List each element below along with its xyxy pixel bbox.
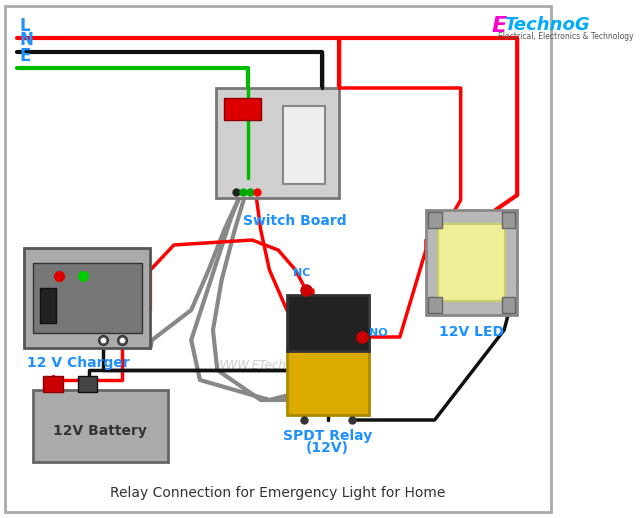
Bar <box>502 212 515 228</box>
Bar <box>33 263 141 333</box>
Text: N: N <box>19 31 33 49</box>
Bar <box>284 106 325 184</box>
Bar <box>78 376 97 392</box>
Text: 12 V Charger: 12 V Charger <box>27 356 130 370</box>
Bar <box>287 349 369 415</box>
Bar <box>428 297 442 313</box>
Text: Electrical, Electronics & Technology: Electrical, Electronics & Technology <box>498 32 634 41</box>
Text: TechnoG: TechnoG <box>504 16 590 34</box>
Text: E: E <box>491 16 506 36</box>
Bar <box>33 390 168 462</box>
Text: Relay Connection for Emergency Light for Home: Relay Connection for Emergency Light for… <box>111 486 446 500</box>
Text: Switch Board: Switch Board <box>243 214 346 228</box>
Bar <box>216 88 339 198</box>
FancyBboxPatch shape <box>5 6 551 512</box>
Text: 12V Battery: 12V Battery <box>53 424 147 438</box>
Bar <box>40 288 56 323</box>
Text: (12V): (12V) <box>306 441 349 455</box>
Bar <box>287 295 369 351</box>
Text: NO: NO <box>369 328 388 338</box>
Bar <box>502 297 515 313</box>
Bar <box>224 98 260 120</box>
Text: SPDT Relay: SPDT Relay <box>283 429 372 443</box>
Bar <box>24 248 150 348</box>
Text: WWW.ETechnoG.COM: WWW.ETechnoG.COM <box>214 358 342 371</box>
Bar <box>44 376 63 392</box>
Text: E: E <box>19 47 31 65</box>
Bar <box>426 210 517 315</box>
Text: L: L <box>19 17 29 35</box>
Text: NC: NC <box>293 268 310 278</box>
Text: 12V LED: 12V LED <box>438 325 504 339</box>
Bar <box>438 224 505 301</box>
Bar <box>428 212 442 228</box>
